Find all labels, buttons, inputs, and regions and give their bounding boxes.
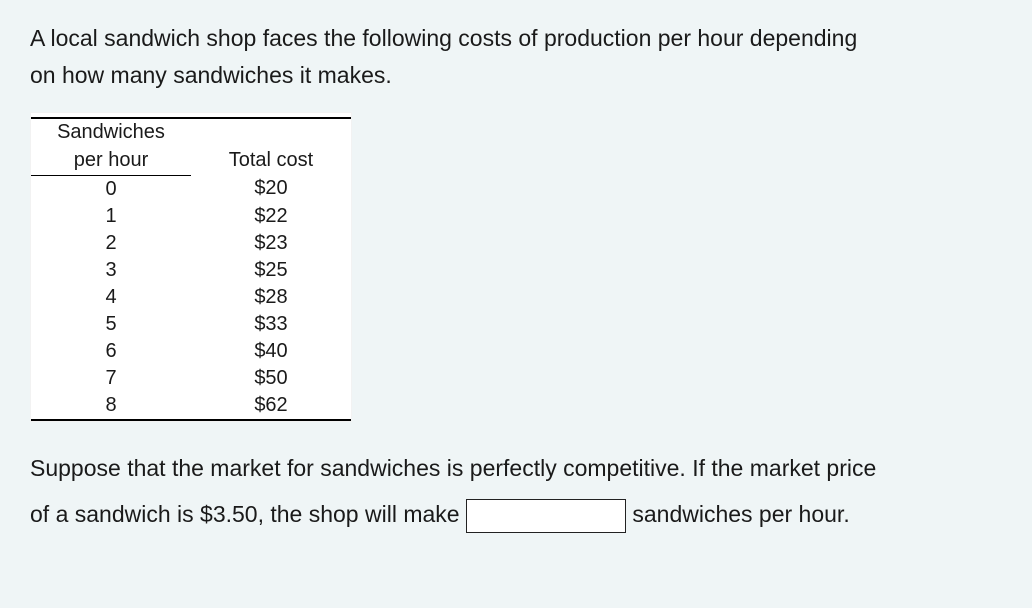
table-cell-cost: $62 [191,392,351,420]
prompt-line1: Suppose that the market for sandwiches i… [30,455,876,481]
table-cell-qty: 2 [31,230,191,257]
table-cell-cost: $50 [191,365,351,392]
intro-text-line2: on how many sandwiches it makes. [30,62,392,88]
col1-header-line2: per hour [31,147,191,176]
table-cell-cost: $25 [191,257,351,284]
table-cell-qty: 1 [31,203,191,230]
table-cell-cost: $20 [191,175,351,203]
table-cell-cost: $22 [191,203,351,230]
table-cell-cost: $40 [191,338,351,365]
cost-table: Sandwiches Total cost per hour 0$201$222… [31,117,351,421]
intro-text-line1: A local sandwich shop faces the followin… [30,25,857,51]
table-cell-cost: $28 [191,284,351,311]
table-cell-qty: 7 [31,365,191,392]
table-cell-qty: 6 [31,338,191,365]
cost-table-container: Sandwiches Total cost per hour 0$201$222… [30,112,352,422]
table-cell-qty: 4 [31,284,191,311]
col2-header: Total cost [191,118,351,176]
prompt-after-box: sandwiches per hour. [626,501,850,527]
table-cell-qty: 5 [31,311,191,338]
table-cell-cost: $23 [191,230,351,257]
table-cell-qty: 0 [31,175,191,203]
table-cell-qty: 8 [31,392,191,420]
prompt-before-box: of a sandwich is $3.50, the shop will ma… [30,501,466,527]
table-cell-qty: 3 [31,257,191,284]
table-cell-cost: $33 [191,311,351,338]
answer-input[interactable] [466,499,626,533]
col1-header-line1: Sandwiches [31,118,191,147]
